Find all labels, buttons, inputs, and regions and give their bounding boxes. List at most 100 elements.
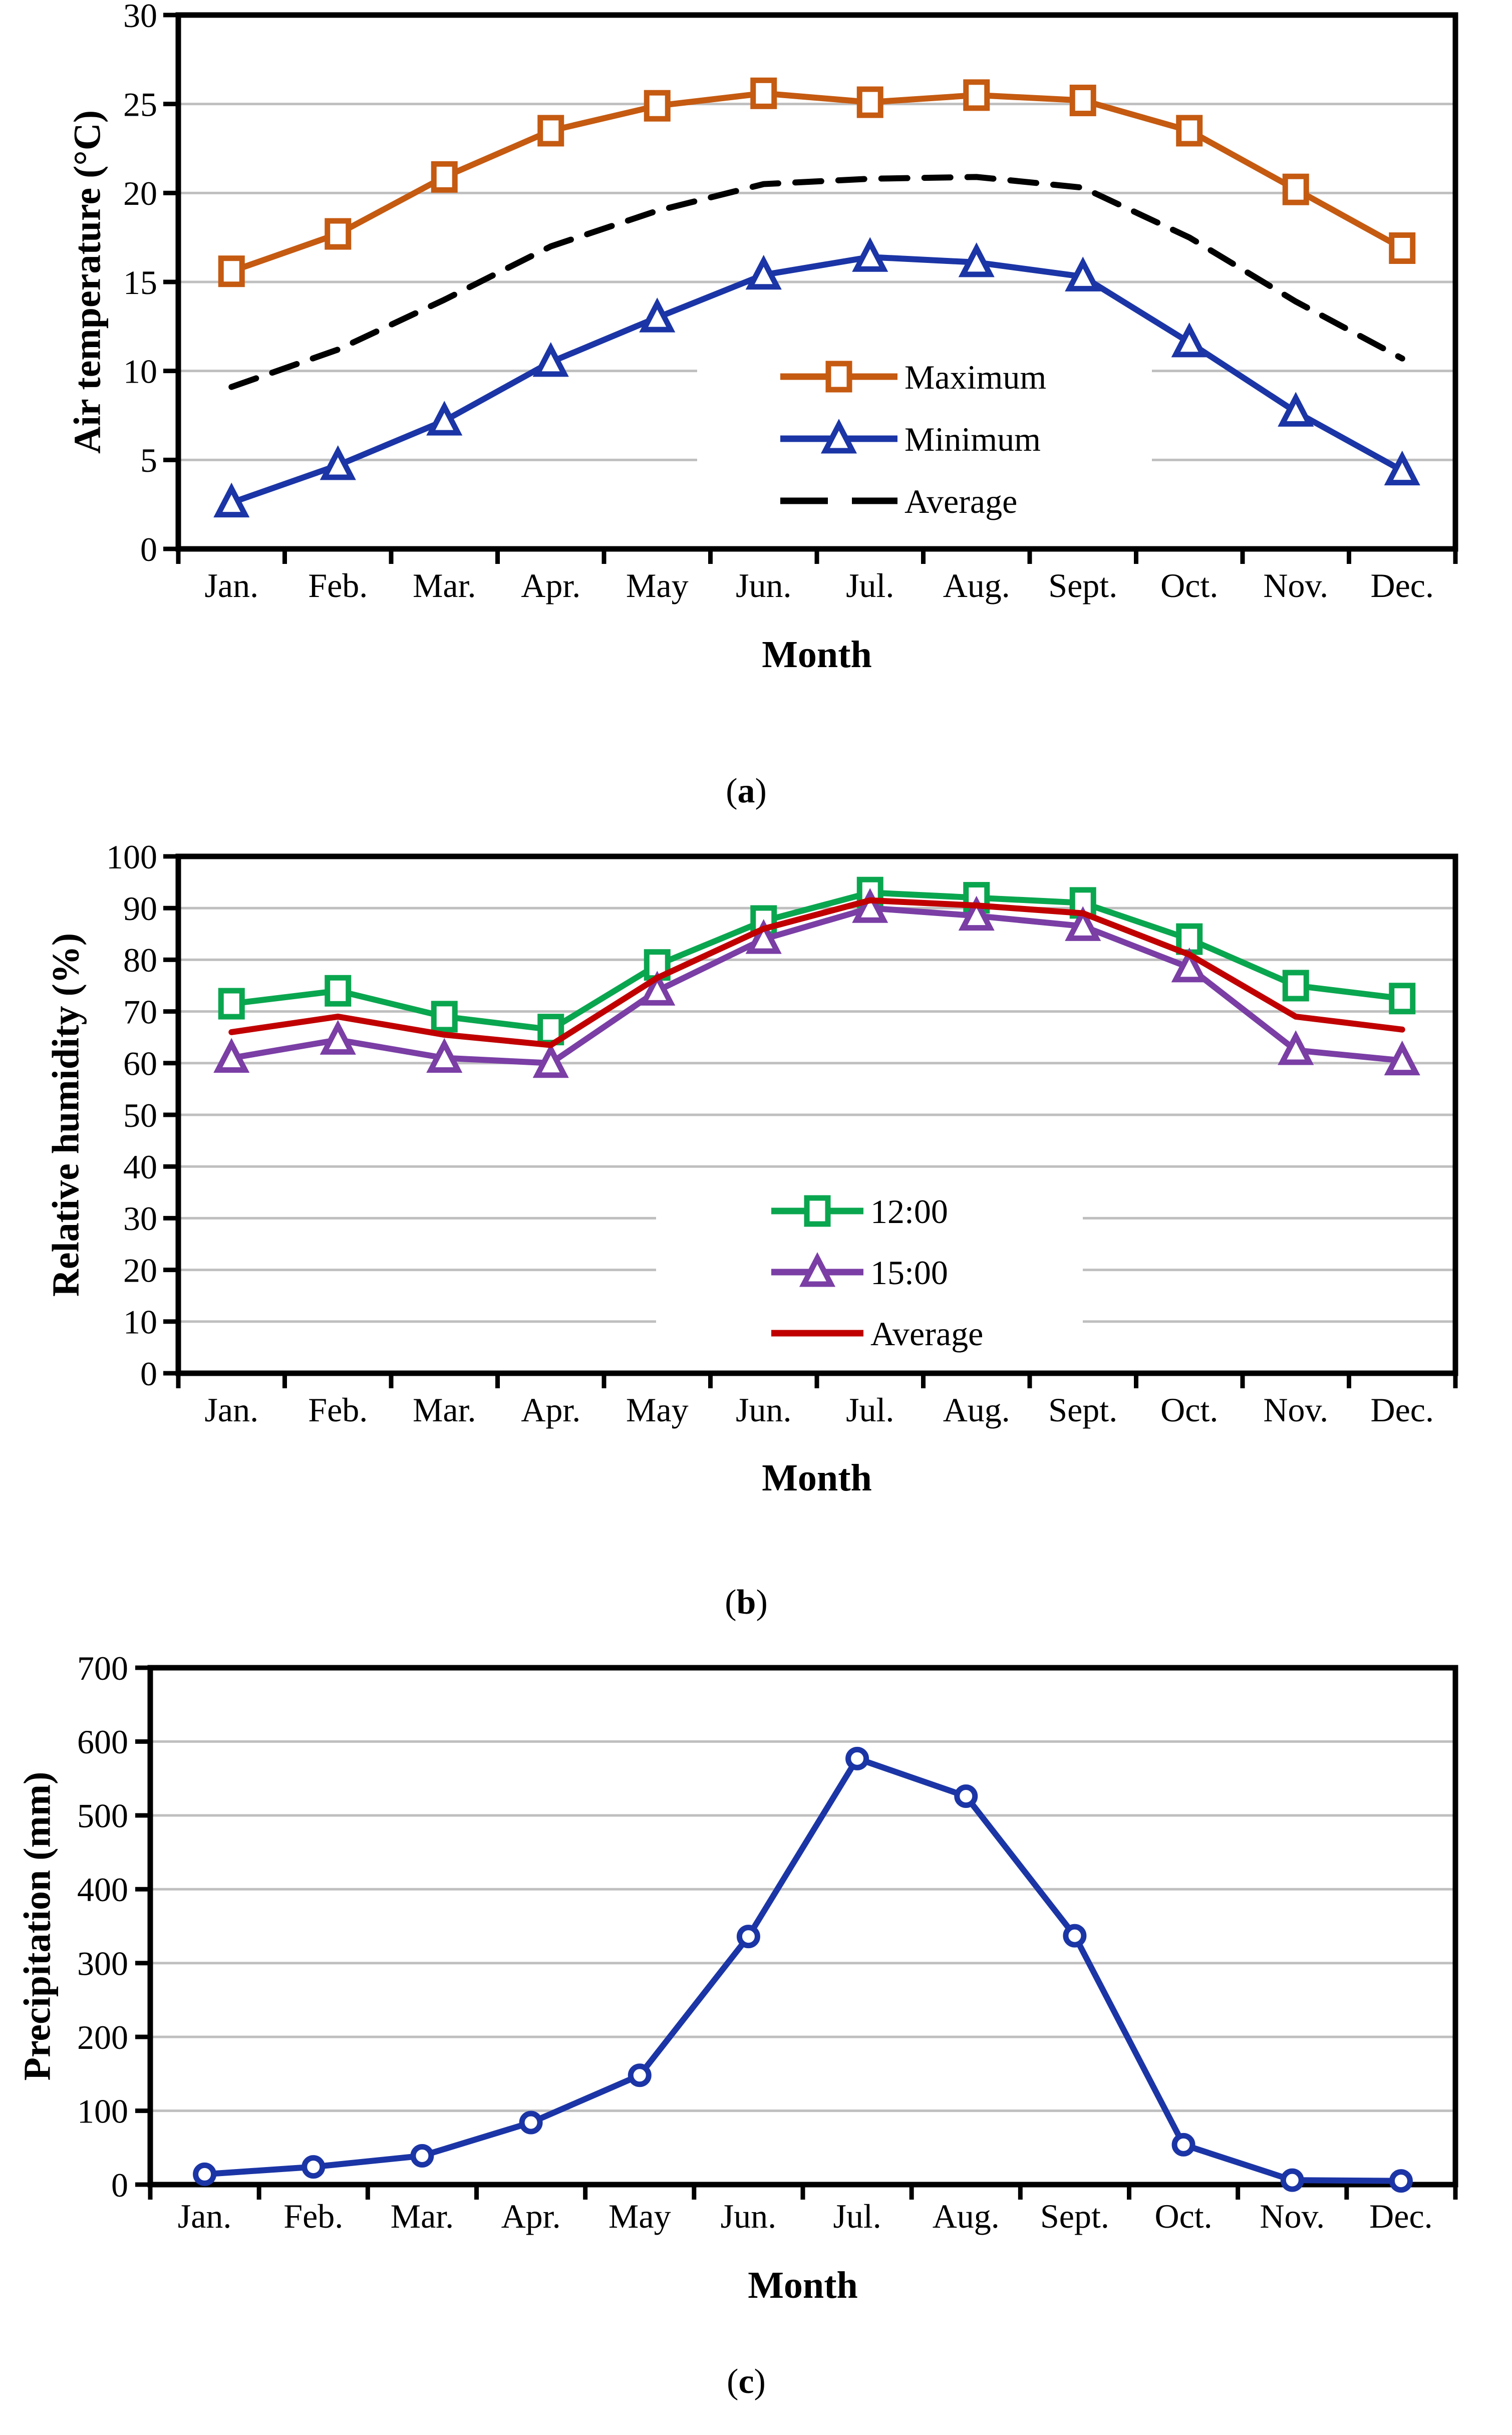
y-tick-label: 15 xyxy=(123,263,157,301)
series-15-00 xyxy=(213,888,1420,1078)
series-line xyxy=(228,905,1405,1066)
data-point-marker xyxy=(736,1925,760,1949)
x-tick-labels: Jan. Feb. Mar. Apr. May Jun. Jul. Aug. Sept. Oct.… xyxy=(204,1391,1434,1429)
y-tick-label: 70 xyxy=(123,993,157,1031)
data-point-marker xyxy=(431,161,458,193)
data-point-marker xyxy=(532,1043,569,1078)
y-tick-label: 300 xyxy=(77,1945,128,1983)
x-tick-label: Sept. xyxy=(1040,2197,1109,2235)
y-tick-label: 30 xyxy=(123,0,157,35)
data-point-marker xyxy=(213,1038,250,1073)
data-point-marker xyxy=(628,2063,652,2087)
y-tick-labels: 0 10 20 30 40 50 60 70 80 90 100 xyxy=(106,838,157,1393)
data-point-marker xyxy=(218,988,245,1020)
legend-item-average: Average xyxy=(780,482,1017,520)
chart-a-svg: 0 5 10 15 20 25 30 Jan. Feb. Mar. Apr. May Jun. Jul. A… xyxy=(67,0,1458,810)
data-point-marker xyxy=(537,115,564,147)
y-tick-label: 90 xyxy=(123,889,157,928)
x-tick-label: Jul. xyxy=(846,1391,894,1429)
x-tick-label: Jan. xyxy=(178,2197,232,2235)
series-average xyxy=(228,174,1405,390)
chart-c-block: 0 100 200 300 400 500 600 700 Jan. Feb. Mar. Apr. Ma… xyxy=(0,1638,1512,2435)
data-point-marker xyxy=(532,342,569,377)
y-tick-label: 20 xyxy=(123,1251,157,1289)
x-axis-title: Month xyxy=(762,1457,872,1499)
data-point-marker xyxy=(1065,906,1101,941)
x-tick-label: Jun. xyxy=(721,2197,776,2235)
y-tick-label: 60 xyxy=(123,1045,157,1083)
data-point-marker xyxy=(1171,322,1207,358)
x-tick-labels: Jan. Feb. Mar. Apr. May Jun. Jul. Aug. Sept. Oct.… xyxy=(178,2197,1433,2235)
legend-background xyxy=(656,1177,1083,1370)
y-tick-label: 25 xyxy=(123,85,157,123)
y-tick-labels: 0 100 200 300 400 500 600 700 xyxy=(77,1649,128,2204)
legend-label: 12:00 xyxy=(870,1192,948,1231)
y-tick-label: 400 xyxy=(77,1871,128,1909)
legend-label: Average xyxy=(870,1315,983,1353)
x-tick-label: Nov. xyxy=(1263,1391,1328,1429)
legend-marker xyxy=(825,361,852,393)
x-tick-label: Apr. xyxy=(501,2197,561,2235)
data-point-marker xyxy=(1389,2169,1413,2193)
data-point-marker xyxy=(1069,85,1096,117)
data-point-marker xyxy=(852,888,888,923)
axis-ticks xyxy=(163,854,1458,1388)
legend-item-average: Average xyxy=(771,1315,983,1353)
x-tick-label: Oct. xyxy=(1160,1391,1218,1429)
series-line xyxy=(228,254,1405,506)
x-tick-label: Jul. xyxy=(846,566,894,604)
series-precipitation xyxy=(193,1746,1413,2193)
x-axis-title: Month xyxy=(748,2264,858,2306)
y-tick-label: 10 xyxy=(123,352,157,390)
x-tick-label: Aug. xyxy=(943,1391,1010,1429)
data-point-marker xyxy=(958,895,995,931)
data-point-marker xyxy=(218,255,245,287)
legend-item-15-00: 15:00 xyxy=(771,1252,948,1292)
data-point-marker xyxy=(1278,392,1314,427)
subfigure-caption: (a) xyxy=(726,772,767,810)
y-tick-labels: 0 5 10 15 20 25 30 xyxy=(123,0,157,568)
x-tick-label: Oct. xyxy=(1160,566,1218,604)
gridlines xyxy=(178,103,1455,461)
plot-border xyxy=(147,1665,1458,2188)
data-point-marker xyxy=(745,919,782,954)
data-point-marker xyxy=(1278,1030,1314,1065)
data-point-marker xyxy=(1389,232,1416,264)
x-tick-label: May xyxy=(626,1391,689,1429)
data-point-marker xyxy=(320,1020,356,1055)
data-point-marker xyxy=(426,401,463,436)
data-point-marker xyxy=(954,1784,978,1808)
y-tick-label: 100 xyxy=(77,2092,128,2130)
series-average xyxy=(228,897,1405,1048)
data-point-marker xyxy=(213,482,250,518)
x-tick-label: Jan. xyxy=(204,1391,258,1429)
x-tick-label: Apr. xyxy=(521,566,580,604)
chart-b-block: 0 10 20 30 40 50 60 70 80 90 100 Jan. Feb. Mar. Apr. Ma… xyxy=(0,826,1512,1638)
legend-label: Average xyxy=(904,482,1017,520)
y-tick-label: 0 xyxy=(140,530,157,568)
x-tick-labels: Jan. Feb. Mar. Apr. May Jun. Jul. Aug. Sept. Oct.… xyxy=(204,566,1434,604)
data-point-marker xyxy=(856,86,883,118)
y-axis-title: Relative humidity (%) xyxy=(45,933,87,1297)
series-minimum xyxy=(213,237,1420,518)
subfigure-caption: (b) xyxy=(725,1583,768,1622)
data-point-marker xyxy=(1171,947,1207,983)
data-point-marker xyxy=(745,254,782,290)
series-line xyxy=(201,1755,1404,2184)
x-tick-label: Mar. xyxy=(413,566,476,604)
x-tick-label: Dec. xyxy=(1371,1391,1434,1429)
chart-a-block: 0 5 10 15 20 25 30 Jan. Feb. Mar. Apr. May Jun. Jul. A… xyxy=(0,0,1512,826)
y-tick-label: 0 xyxy=(111,2166,128,2204)
data-point-marker xyxy=(1384,450,1420,486)
data-point-marker xyxy=(1384,1040,1420,1076)
data-point-marker xyxy=(639,297,676,333)
legend-item-12-00: 12:00 xyxy=(771,1192,948,1231)
y-axis-title: Air temperature (°C) xyxy=(67,110,109,454)
data-point-marker xyxy=(1282,970,1309,1002)
legend-label: 15:00 xyxy=(870,1254,948,1292)
y-tick-label: 10 xyxy=(123,1303,157,1341)
y-tick-label: 100 xyxy=(106,838,157,876)
y-tick-label: 700 xyxy=(77,1649,128,1687)
data-point-marker xyxy=(852,237,888,272)
series-line xyxy=(228,889,1405,1033)
